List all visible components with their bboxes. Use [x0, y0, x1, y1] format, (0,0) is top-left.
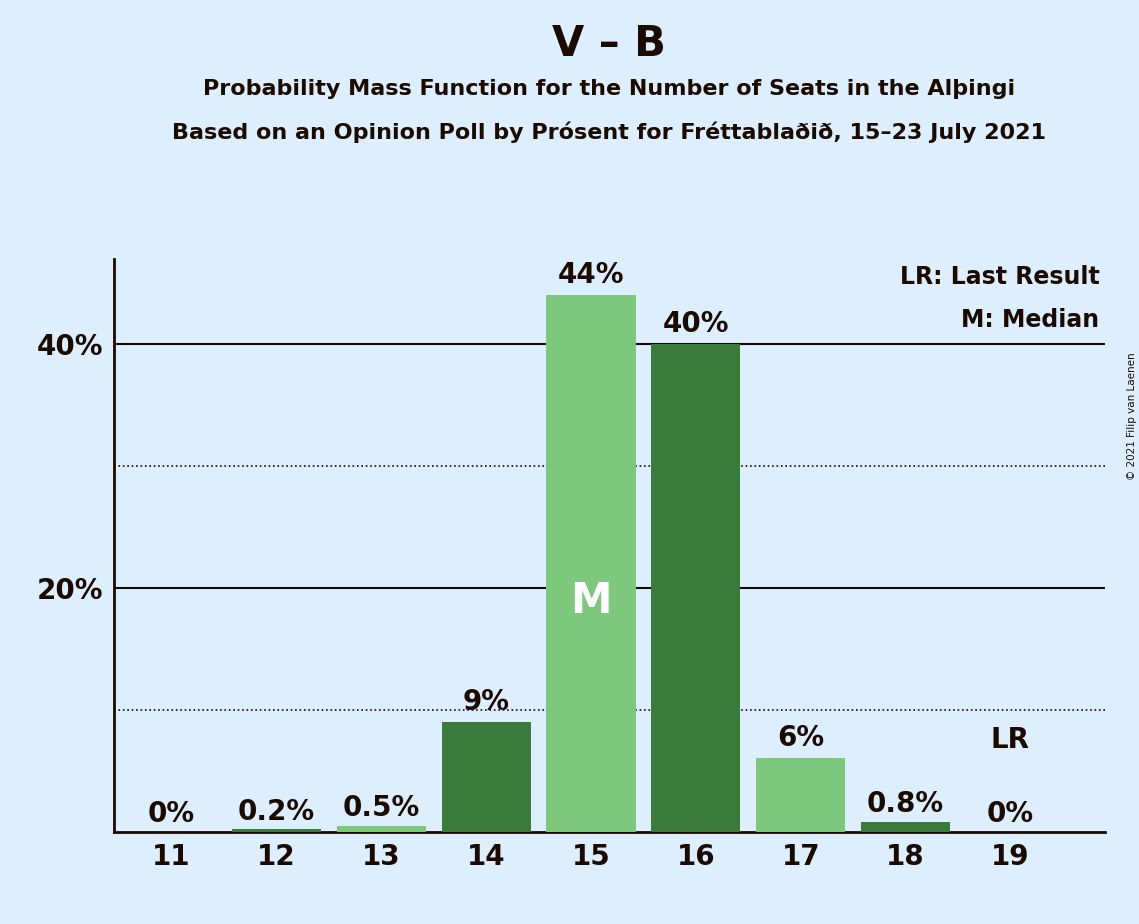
- Bar: [442, 722, 531, 832]
- Bar: [547, 296, 636, 832]
- Text: 0%: 0%: [148, 800, 195, 828]
- Text: 40%: 40%: [663, 310, 729, 338]
- Text: M: M: [571, 580, 612, 622]
- Text: 44%: 44%: [558, 261, 624, 289]
- Text: 0%: 0%: [986, 800, 1034, 828]
- Bar: [756, 759, 845, 832]
- Text: LR: LR: [991, 726, 1030, 754]
- Text: 9%: 9%: [462, 687, 509, 716]
- Bar: [337, 825, 426, 832]
- Text: © 2021 Filip van Laenen: © 2021 Filip van Laenen: [1126, 352, 1137, 480]
- Text: Probability Mass Function for the Number of Seats in the Alþingi: Probability Mass Function for the Number…: [203, 79, 1016, 99]
- Text: V – B: V – B: [552, 23, 666, 65]
- Text: Based on an Opinion Poll by Prósent for Fréttablaðið, 15–23 July 2021: Based on an Opinion Poll by Prósent for …: [172, 122, 1047, 143]
- Bar: [861, 821, 950, 832]
- Bar: [232, 829, 321, 832]
- Text: 6%: 6%: [777, 724, 825, 752]
- Text: 0.2%: 0.2%: [238, 797, 316, 825]
- Bar: [652, 344, 740, 832]
- Text: 0.8%: 0.8%: [867, 790, 944, 818]
- Text: LR: Last Result: LR: Last Result: [900, 265, 1099, 289]
- Text: M: Median: M: Median: [961, 308, 1099, 332]
- Text: 0.5%: 0.5%: [343, 794, 420, 821]
